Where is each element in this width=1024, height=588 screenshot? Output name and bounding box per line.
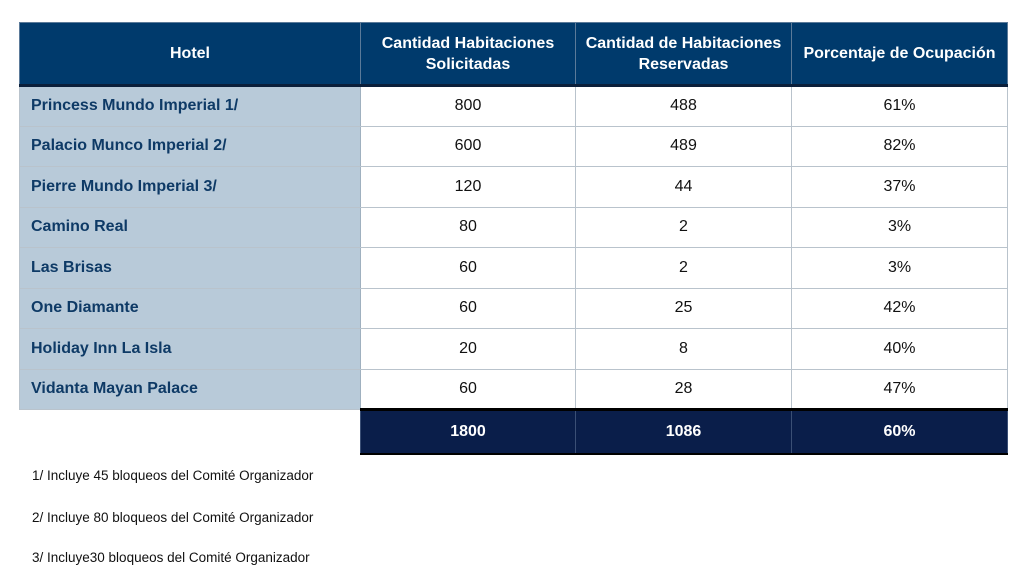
hotel-name-cell: Las Brisas (19, 247, 361, 289)
table-row: Palacio Munco Imperial 2/ 600 489 82% (19, 125, 1008, 167)
occupancy-percent-cell: 42% (791, 287, 1008, 329)
hotel-name-cell: Holiday Inn La Isla (19, 328, 361, 370)
table-row: Pierre Mundo Imperial 3/ 120 44 37% (19, 166, 1008, 208)
rooms-requested-cell: 80 (360, 206, 576, 248)
totals-blank-cell (19, 409, 361, 454)
occupancy-table: Hotel Cantidad Habitaciones Solicitadas … (19, 22, 1008, 455)
header-hotel: Hotel (19, 22, 361, 87)
rooms-reserved-cell: 488 (575, 85, 792, 127)
footnote-2: 2/ Incluye 80 bloqueos del Comité Organi… (32, 510, 314, 525)
hotel-name-cell: Camino Real (19, 206, 361, 248)
rooms-reserved-cell: 489 (575, 125, 792, 167)
footnote-1: 1/ Incluye 45 bloqueos del Comité Organi… (32, 468, 314, 483)
hotel-name-cell: Princess Mundo Imperial 1/ (19, 85, 361, 127)
rooms-reserved-cell: 2 (575, 247, 792, 289)
rooms-requested-cell: 60 (360, 368, 576, 410)
hotel-name-cell: One Diamante (19, 287, 361, 329)
table-header: Hotel Cantidad Habitaciones Solicitadas … (19, 22, 1008, 87)
header-rooms-requested: Cantidad Habitaciones Solicitadas (360, 22, 576, 87)
table-body: Princess Mundo Imperial 1/ 800 488 61% P… (19, 85, 1008, 410)
rooms-reserved-cell: 25 (575, 287, 792, 329)
total-rooms-requested: 1800 (360, 408, 576, 455)
rooms-reserved-cell: 8 (575, 328, 792, 370)
table-row: Vidanta Mayan Palace 60 28 47% (19, 368, 1008, 410)
rooms-requested-cell: 600 (360, 125, 576, 167)
occupancy-percent-cell: 37% (791, 166, 1008, 208)
header-row: Hotel Cantidad Habitaciones Solicitadas … (19, 22, 1008, 87)
hotel-name-cell: Pierre Mundo Imperial 3/ (19, 166, 361, 208)
occupancy-percent-cell: 82% (791, 125, 1008, 167)
rooms-requested-cell: 800 (360, 85, 576, 127)
totals-row: 1800 1086 60% (19, 408, 1008, 455)
total-occupancy-percent: 60% (791, 408, 1008, 455)
hotel-name-cell: Palacio Munco Imperial 2/ (19, 125, 361, 167)
rooms-requested-cell: 120 (360, 166, 576, 208)
table-footer: 1800 1086 60% (19, 408, 1008, 455)
table-row: Princess Mundo Imperial 1/ 800 488 61% (19, 85, 1008, 127)
occupancy-percent-cell: 47% (791, 368, 1008, 410)
table-row: Las Brisas 60 2 3% (19, 247, 1008, 289)
rooms-reserved-cell: 44 (575, 166, 792, 208)
table-row: Holiday Inn La Isla 20 8 40% (19, 328, 1008, 370)
table-row: Camino Real 80 2 3% (19, 206, 1008, 248)
rooms-requested-cell: 60 (360, 247, 576, 289)
occupancy-percent-cell: 40% (791, 328, 1008, 370)
occupancy-percent-cell: 3% (791, 247, 1008, 289)
rooms-requested-cell: 20 (360, 328, 576, 370)
occupancy-percent-cell: 3% (791, 206, 1008, 248)
hotel-name-cell: Vidanta Mayan Palace (19, 368, 361, 410)
rooms-reserved-cell: 28 (575, 368, 792, 410)
total-rooms-reserved: 1086 (575, 408, 792, 455)
header-occupancy-percent: Porcentaje de Ocupación (791, 22, 1008, 87)
rooms-reserved-cell: 2 (575, 206, 792, 248)
table-row: One Diamante 60 25 42% (19, 287, 1008, 329)
header-rooms-reserved: Cantidad de Habitaciones Reservadas (575, 22, 792, 87)
rooms-requested-cell: 60 (360, 287, 576, 329)
footnote-3: 3/ Incluye30 bloqueos del Comité Organiz… (32, 550, 310, 565)
occupancy-percent-cell: 61% (791, 85, 1008, 127)
